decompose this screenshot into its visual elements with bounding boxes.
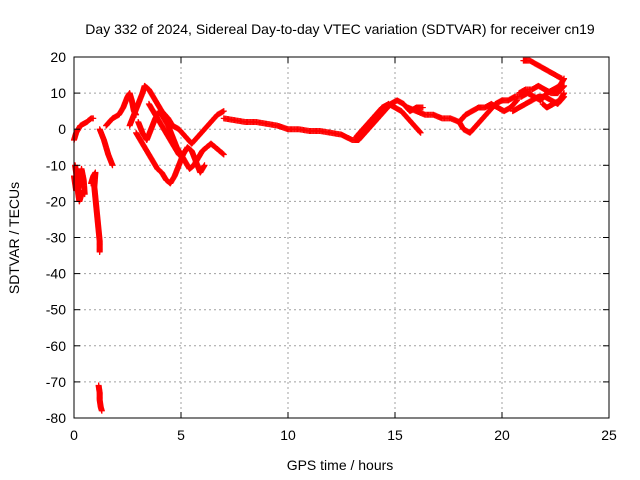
y-tick-label: -20 [46, 193, 66, 209]
data-point [98, 407, 105, 414]
x-tick-label: 15 [387, 427, 403, 443]
data-point [560, 83, 567, 90]
y-tick-label: 10 [50, 85, 66, 101]
data-point [561, 90, 568, 97]
y-tick-label: 0 [58, 121, 66, 137]
data-point [179, 154, 186, 161]
x-tick-label: 20 [494, 427, 510, 443]
data-point [561, 82, 568, 89]
y-tick-label: -70 [46, 374, 66, 390]
y-tick-label: -40 [46, 266, 66, 282]
data-point [220, 150, 227, 157]
y-tick-label: -80 [46, 410, 66, 426]
y-tick-label: -30 [46, 230, 66, 246]
data-point [558, 75, 565, 82]
y-tick-label: 20 [50, 49, 66, 65]
data-point [90, 115, 97, 122]
data-point [513, 97, 520, 104]
y-tick-label: -10 [46, 157, 66, 173]
y-tick-label: -60 [46, 338, 66, 354]
x-tick-label: 0 [70, 427, 78, 443]
data-points [71, 57, 568, 414]
data-point [220, 108, 227, 115]
data-point [75, 169, 82, 176]
x-tick-label: 25 [601, 427, 617, 443]
x-tick-label: 5 [177, 427, 185, 443]
x-axis-label: GPS time / hours [287, 457, 394, 473]
data-point [109, 162, 116, 169]
data-point [417, 129, 424, 136]
axis-ticks: 0 5 10 15 20 25 20 10 0 -10 -20 -30 -40 -50 -60 -70 -80 [46, 49, 617, 443]
data-point [96, 248, 103, 255]
data-point [180, 155, 187, 162]
data-point [419, 104, 426, 111]
y-tick-label: -50 [46, 302, 66, 318]
data-point [513, 98, 520, 105]
data-point [220, 151, 227, 158]
chart-title: Day 332 of 2024, Sidereal Day-to-day VTE… [85, 21, 595, 37]
data-point [201, 162, 208, 169]
data-point [417, 129, 424, 136]
y-axis-label: SDTVAR / TECUs [6, 182, 22, 294]
x-tick-label: 10 [280, 427, 296, 443]
